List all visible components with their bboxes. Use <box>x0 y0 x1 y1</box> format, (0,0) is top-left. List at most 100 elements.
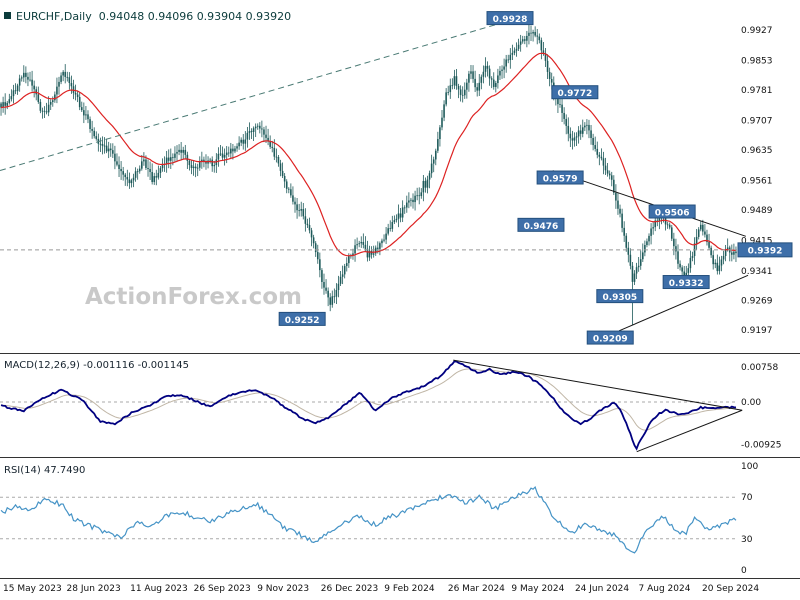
candle-body <box>43 110 46 112</box>
candle-body <box>219 153 222 155</box>
macd-trendline <box>636 409 743 453</box>
candle-body <box>70 83 73 87</box>
current-price-text: 0.9392 <box>748 246 783 256</box>
candle-body <box>420 192 423 197</box>
price-level-box <box>662 275 710 290</box>
candle-body <box>302 209 305 217</box>
candle-body <box>174 153 176 158</box>
price-axis-tick: 0.9927 <box>741 26 773 36</box>
candle-body <box>515 48 518 51</box>
candle-body <box>654 220 657 228</box>
candle-body <box>4 102 6 106</box>
x-axis-label: 11 Aug 2023 <box>130 584 188 594</box>
candle-body <box>281 170 284 176</box>
candle-body <box>424 180 427 188</box>
candle-body <box>673 238 675 247</box>
price-level-label: 0.9772 <box>551 85 599 100</box>
price-trendline <box>618 274 749 332</box>
candle-body <box>58 81 60 87</box>
rsi-line <box>0 486 737 554</box>
candlestick-series <box>0 24 737 326</box>
candle-body <box>157 172 160 178</box>
price-level-text: 0.9332 <box>669 279 704 289</box>
candle-body <box>180 149 182 153</box>
candle-body <box>548 71 551 79</box>
candle-body <box>290 189 292 196</box>
candle-body <box>294 201 296 205</box>
candle-body <box>646 241 648 246</box>
candle-body <box>95 136 98 139</box>
candle-body <box>225 152 228 156</box>
candle-body <box>586 124 588 126</box>
candle-body <box>536 35 539 37</box>
candle-body <box>194 166 197 169</box>
candle-body <box>699 224 702 230</box>
candle-body <box>279 163 282 171</box>
candle-body <box>182 149 185 153</box>
candle-body <box>312 237 315 244</box>
price-axis-tick: 0.9341 <box>741 267 773 277</box>
price-axis-tick: 0.9781 <box>741 86 773 96</box>
candle-body <box>635 267 638 274</box>
price-level-label: 0.9506 <box>648 204 696 219</box>
candle-body <box>664 213 667 225</box>
candle-body <box>76 94 79 98</box>
candle-body <box>426 179 429 188</box>
candle-body <box>528 32 530 36</box>
candle-body <box>405 202 408 208</box>
macd-axis-tick: 0.00 <box>741 398 761 408</box>
candle-body <box>538 36 541 41</box>
candle-body <box>627 247 630 255</box>
candle-body <box>679 263 681 268</box>
candle-body <box>62 71 64 76</box>
candle-body <box>532 31 534 34</box>
candle-body <box>608 173 611 176</box>
candle-body <box>476 87 478 91</box>
candle-body <box>590 130 592 138</box>
candle-body <box>720 259 723 266</box>
candle-body <box>379 243 381 249</box>
candle-body <box>370 250 373 255</box>
candle-body <box>441 117 443 128</box>
candle-body <box>606 170 609 174</box>
candle-body <box>530 32 532 34</box>
candle-body <box>327 290 329 298</box>
candle-body <box>501 69 503 71</box>
candle-body <box>45 111 48 113</box>
candle-body <box>484 65 487 72</box>
candle-body <box>221 153 224 158</box>
candle-body <box>418 195 421 197</box>
candle-body <box>223 155 226 158</box>
candle-body <box>437 139 439 151</box>
candle-body <box>430 163 433 174</box>
candle-body <box>397 213 400 219</box>
candle-body <box>513 50 516 53</box>
x-axis-label: 24 Jun 2024 <box>575 584 629 594</box>
candle-body <box>650 228 652 236</box>
candle-body <box>348 256 350 264</box>
candle-body <box>455 76 458 87</box>
candle-body <box>333 296 336 298</box>
candle-body <box>681 267 683 272</box>
candle-body <box>308 225 311 231</box>
price-level-text: 0.9476 <box>524 222 559 232</box>
macd-trendline <box>453 359 743 411</box>
candle-body <box>495 83 497 87</box>
candle-body <box>37 94 40 102</box>
candle-body <box>252 128 255 132</box>
candle-body <box>0 103 2 108</box>
candle-body <box>132 177 135 181</box>
candle-body <box>329 297 332 305</box>
candle-body <box>600 156 603 159</box>
candle-body <box>399 213 402 218</box>
candle-body <box>596 148 599 155</box>
candle-body <box>155 176 158 178</box>
candle-body <box>259 125 261 129</box>
candle-body <box>14 90 17 92</box>
candle-body <box>366 248 369 258</box>
candle-body <box>56 86 58 95</box>
candle-body <box>652 227 654 229</box>
candle-body <box>343 266 346 275</box>
candle-body <box>25 72 27 77</box>
